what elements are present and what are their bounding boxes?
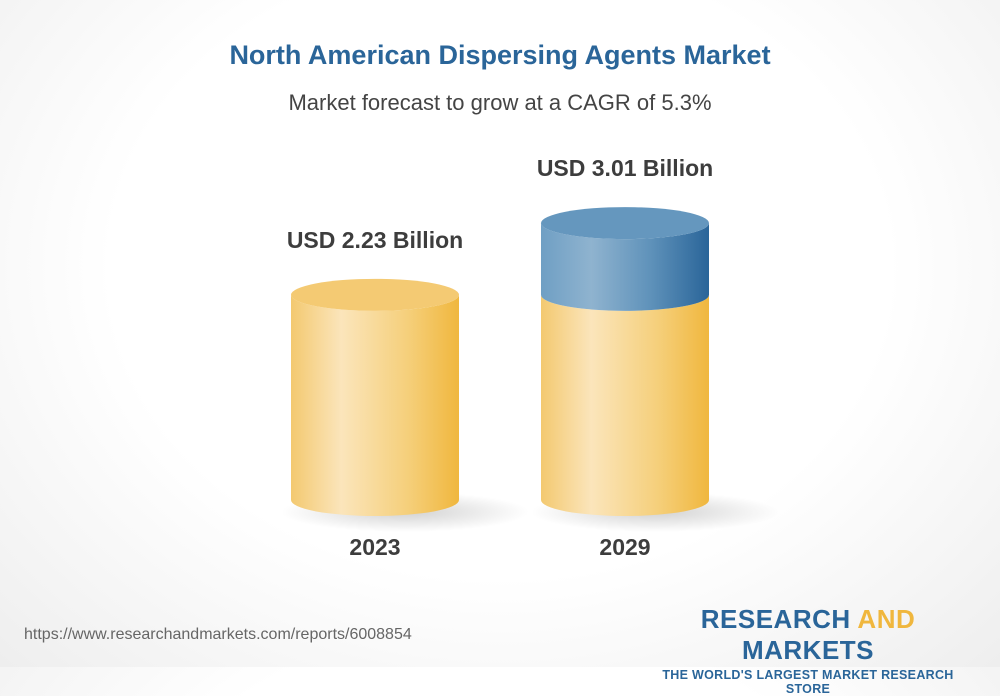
data-label: USD 2.23 Billion xyxy=(287,227,463,253)
chart-subtitle: Market forecast to grow at a CAGR of 5.3… xyxy=(288,90,712,115)
bar-2029-base xyxy=(541,294,709,516)
category-label: 2029 xyxy=(599,534,650,560)
research-and-markets-logo: RESEARCH AND MARKETS THE WORLD'S LARGEST… xyxy=(662,604,954,696)
chart-title: North American Dispersing Agents Market xyxy=(229,40,771,70)
bar-2029-growth xyxy=(541,223,709,311)
category-label: 2023 xyxy=(349,534,400,560)
cylinder-top xyxy=(291,278,459,311)
bar-2023 xyxy=(291,294,459,516)
cylinder-chart: USD 2.23 Billion 2023 USD 3.01 Billion 2029 xyxy=(281,155,779,560)
data-label: USD 3.01 Billion xyxy=(537,155,713,181)
cylinder-top xyxy=(541,207,709,240)
source-url[interactable]: https://www.researchandmarkets.com/repor… xyxy=(24,626,412,643)
